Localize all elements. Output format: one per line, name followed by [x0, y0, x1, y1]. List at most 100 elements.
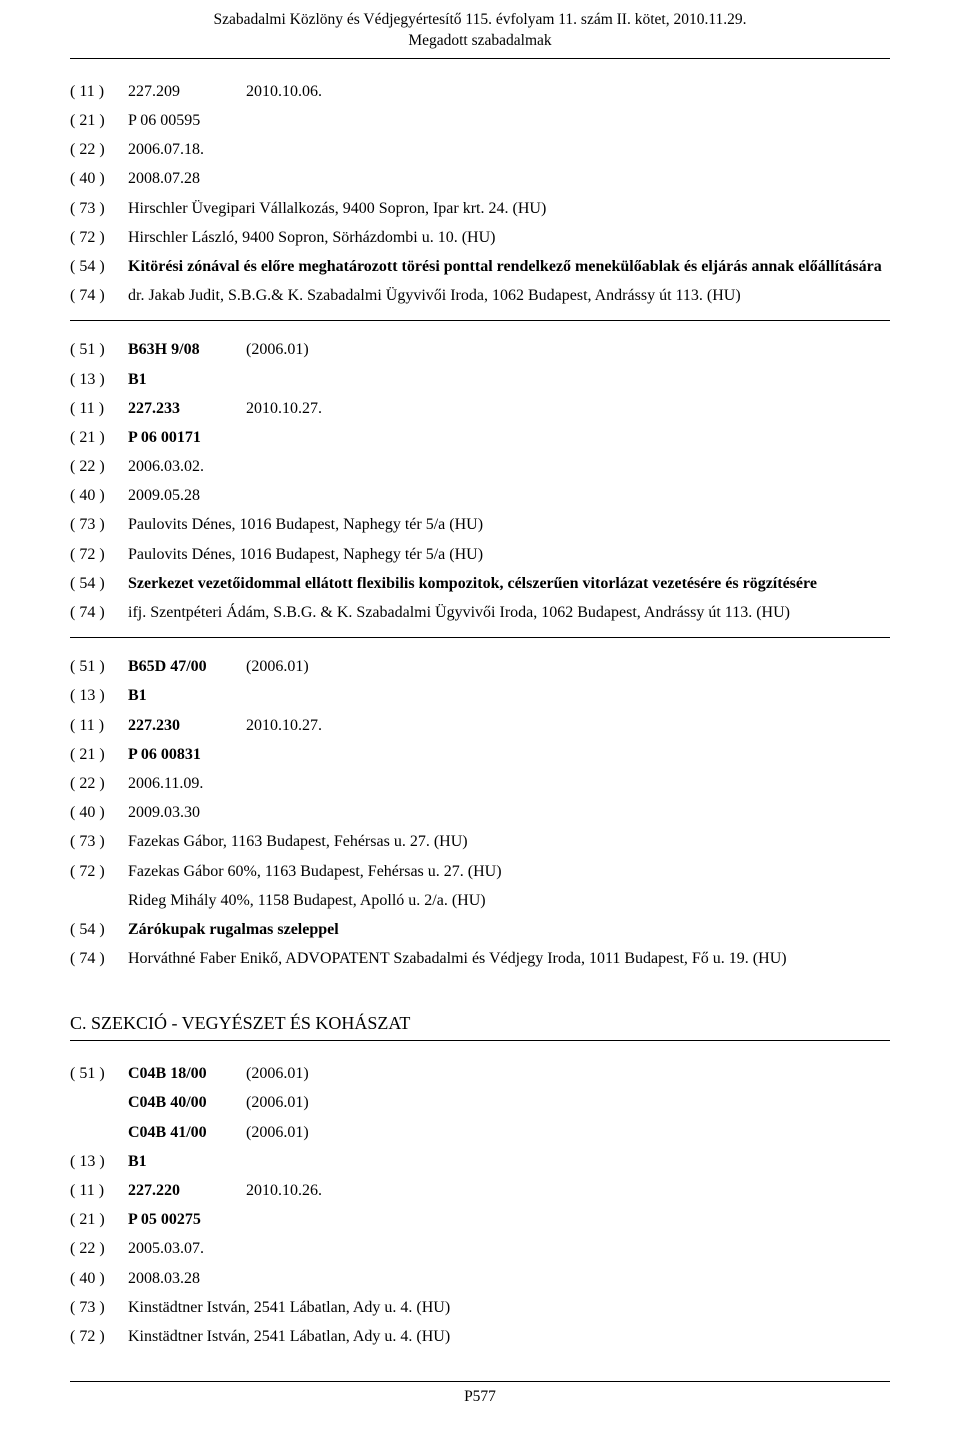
inid-code: ( 54 )	[70, 252, 128, 281]
record-row: ( 40 )2009.05.28	[70, 481, 890, 510]
record-row: Rideg Mihály 40%, 1158 Budapest, Apolló …	[70, 886, 890, 915]
inid-code: ( 13 )	[70, 365, 128, 394]
record-value-2	[246, 1234, 890, 1263]
record-value: P 05 00275	[128, 1205, 246, 1234]
record-value: 2008.07.28	[128, 164, 246, 193]
record-value: P 06 00595	[128, 106, 246, 135]
inid-code: ( 11 )	[70, 711, 128, 740]
record-row: ( 72 )Kinstädtner István, 2541 Lábatlan,…	[70, 1322, 890, 1351]
page: Szabadalmi Közlöny és Védjegyértesítő 11…	[0, 0, 960, 1436]
inid-code: ( 73 )	[70, 194, 128, 223]
record-value-2	[246, 106, 890, 135]
record-value-2	[246, 481, 890, 510]
records2-container: ( 51 )C04B 18/00(2006.01)C04B 40/00(2006…	[70, 1059, 890, 1351]
inid-code	[70, 1088, 128, 1117]
record-row: ( 74 )dr. Jakab Judit, S.B.G.& K. Szabad…	[70, 281, 890, 310]
inid-code	[70, 886, 128, 915]
record-value-2: 2010.10.26.	[246, 1176, 890, 1205]
record-value-2: (2006.01)	[246, 652, 890, 681]
record-value-2	[246, 164, 890, 193]
record-separator	[70, 637, 890, 638]
record-value: 227.230	[128, 711, 246, 740]
record-row: ( 13 )B1	[70, 681, 890, 710]
record-value-2: (2006.01)	[246, 1059, 890, 1088]
inid-code: ( 72 )	[70, 540, 128, 569]
record-row: ( 72 )Fazekas Gábor 60%, 1163 Budapest, …	[70, 857, 890, 886]
record-value: Rideg Mihály 40%, 1158 Budapest, Apolló …	[128, 886, 890, 915]
record-value: 2006.03.02.	[128, 452, 246, 481]
inid-code: ( 73 )	[70, 510, 128, 539]
record-row: ( 73 )Hirschler Üvegipari Vállalkozás, 9…	[70, 194, 890, 223]
record-value-2	[246, 798, 890, 827]
record-row: ( 40 )2008.07.28	[70, 164, 890, 193]
record-value: Paulovits Dénes, 1016 Budapest, Naphegy …	[128, 540, 890, 569]
record-row: ( 13 )B1	[70, 1147, 890, 1176]
record-row: ( 40 )2009.03.30	[70, 798, 890, 827]
record-value-2	[246, 1205, 890, 1234]
record-row: C04B 40/00(2006.01)	[70, 1088, 890, 1117]
record-table: ( 51 )C04B 18/00(2006.01)C04B 40/00(2006…	[70, 1059, 890, 1351]
record-value: Kinstädtner István, 2541 Lábatlan, Ady u…	[128, 1293, 890, 1322]
record-row: ( 11 )227.2202010.10.26.	[70, 1176, 890, 1205]
record-value-2: (2006.01)	[246, 335, 890, 364]
record-separator	[70, 320, 890, 321]
inid-code: ( 74 )	[70, 598, 128, 627]
inid-code: ( 74 )	[70, 281, 128, 310]
inid-code: ( 72 )	[70, 1322, 128, 1351]
record-value: 2006.07.18.	[128, 135, 246, 164]
record-row: ( 13 )B1	[70, 365, 890, 394]
record-row: ( 54 )Kitörési zónával és előre meghatár…	[70, 252, 890, 281]
record-value-2	[246, 740, 890, 769]
patent-record: ( 51 )B63H 9/08(2006.01)( 13 )B1( 11 )22…	[70, 335, 890, 627]
record-value: Hirschler Üvegipari Vállalkozás, 9400 So…	[128, 194, 890, 223]
record-value-2	[246, 365, 890, 394]
record-value: B1	[128, 365, 246, 394]
inid-code: ( 72 )	[70, 857, 128, 886]
record-value: Paulovits Dénes, 1016 Budapest, Naphegy …	[128, 510, 890, 539]
record-row: ( 54 )Szerkezet vezetőidommal ellátott f…	[70, 569, 890, 598]
record-value: 2009.05.28	[128, 481, 246, 510]
inid-code: ( 22 )	[70, 769, 128, 798]
record-table: ( 51 )B65D 47/00(2006.01)( 13 )B1( 11 )2…	[70, 652, 890, 973]
record-value: 227.233	[128, 394, 246, 423]
record-value-2: 2010.10.06.	[246, 77, 890, 106]
record-row: ( 21 )P 06 00171	[70, 423, 890, 452]
inid-code: ( 21 )	[70, 740, 128, 769]
record-value-2	[246, 769, 890, 798]
inid-code: ( 54 )	[70, 915, 128, 944]
record-row: ( 74 )ifj. Szentpéteri Ádám, S.B.G. & K.…	[70, 598, 890, 627]
inid-code: ( 51 )	[70, 652, 128, 681]
record-value: P 06 00171	[128, 423, 246, 452]
record-row: ( 11 )227.2092010.10.06.	[70, 77, 890, 106]
inid-code: ( 22 )	[70, 135, 128, 164]
record-value: ifj. Szentpéteri Ádám, S.B.G. & K. Szaba…	[128, 598, 890, 627]
page-header: Szabadalmi Közlöny és Védjegyértesítő 11…	[70, 10, 890, 56]
inid-code: ( 72 )	[70, 223, 128, 252]
inid-code: ( 13 )	[70, 1147, 128, 1176]
inid-code: ( 74 )	[70, 944, 128, 973]
record-value: Fazekas Gábor, 1163 Budapest, Fehérsas u…	[128, 827, 890, 856]
patent-record: ( 51 )C04B 18/00(2006.01)C04B 40/00(2006…	[70, 1059, 890, 1351]
record-value: Szerkezet vezetőidommal ellátott flexibi…	[128, 569, 890, 598]
record-value-2: 2010.10.27.	[246, 711, 890, 740]
record-value: B63H 9/08	[128, 335, 246, 364]
record-row: ( 22 )2005.03.07.	[70, 1234, 890, 1263]
section-heading: C. SZEKCIÓ - VEGYÉSZET ÉS KOHÁSZAT	[70, 1013, 890, 1034]
record-value: Horváthné Faber Enikő, ADVOPATENT Szabad…	[128, 944, 890, 973]
record-row: ( 73 )Kinstädtner István, 2541 Lábatlan,…	[70, 1293, 890, 1322]
record-value-2	[246, 1264, 890, 1293]
record-row: C04B 41/00(2006.01)	[70, 1118, 890, 1147]
record-value: 2005.03.07.	[128, 1234, 246, 1263]
record-row: ( 72 )Paulovits Dénes, 1016 Budapest, Na…	[70, 540, 890, 569]
section-rule	[70, 1040, 890, 1041]
record-table: ( 51 )B63H 9/08(2006.01)( 13 )B1( 11 )22…	[70, 335, 890, 627]
record-value-2	[246, 681, 890, 710]
record-row: ( 73 )Fazekas Gábor, 1163 Budapest, Fehé…	[70, 827, 890, 856]
record-value-2: (2006.01)	[246, 1088, 890, 1117]
record-value-2: (2006.01)	[246, 1118, 890, 1147]
inid-code: ( 21 )	[70, 1205, 128, 1234]
inid-code: ( 22 )	[70, 1234, 128, 1263]
record-value-2: 2010.10.27.	[246, 394, 890, 423]
record-row: ( 51 )B65D 47/00(2006.01)	[70, 652, 890, 681]
record-value: C04B 41/00	[128, 1118, 246, 1147]
